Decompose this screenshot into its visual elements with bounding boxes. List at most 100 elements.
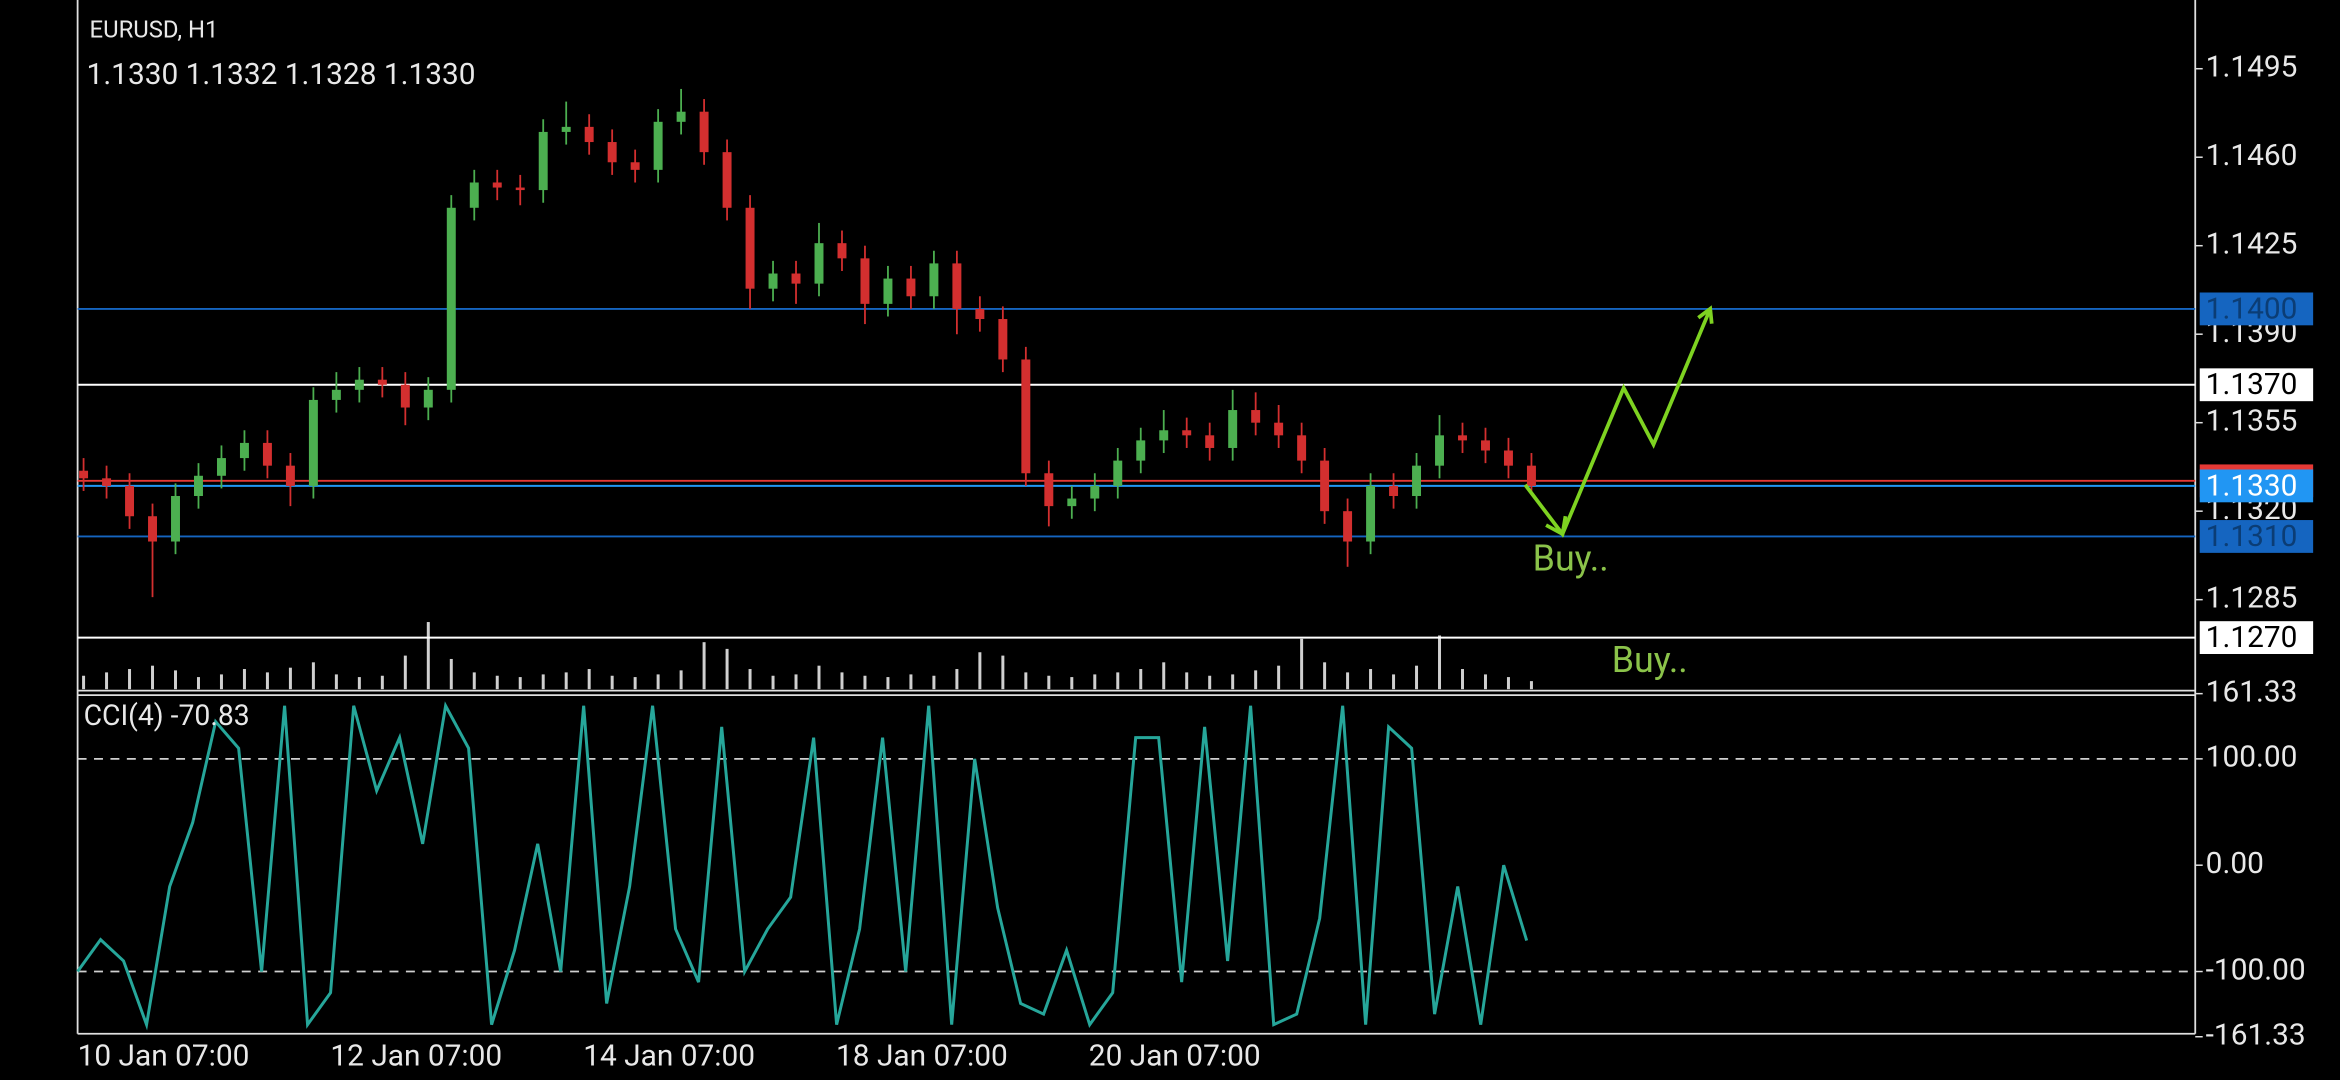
candle-body xyxy=(837,243,847,259)
plot-layer: 1.14951.14601.14251.13901.13551.13201.12… xyxy=(76,50,2314,1074)
volume-bar xyxy=(1392,674,1396,690)
volume-bar xyxy=(1277,665,1281,690)
candle-body xyxy=(1481,440,1490,451)
volume-bar xyxy=(1483,674,1487,690)
candle-body xyxy=(1136,440,1146,461)
candle-body xyxy=(400,384,410,408)
volume-bar xyxy=(564,672,568,690)
candle-body xyxy=(377,379,387,385)
volume-bar xyxy=(610,675,614,690)
candle-body xyxy=(216,458,226,476)
y-tick-label: 161.33 xyxy=(2206,675,2298,710)
volume-bar xyxy=(771,675,775,690)
candle-body xyxy=(308,399,318,486)
candle-body xyxy=(1343,511,1353,542)
candle-body xyxy=(1228,410,1238,448)
candle-body xyxy=(102,478,112,486)
volume-bar xyxy=(357,677,361,690)
volume-bar xyxy=(748,669,752,690)
volume-bar xyxy=(128,669,132,690)
candle-body xyxy=(1297,435,1307,461)
level-label: 1.1330 xyxy=(2206,468,2298,503)
annotation: Buy.. xyxy=(1612,639,1688,681)
y-tick-label: 100.00 xyxy=(2206,740,2298,775)
volume-bar xyxy=(794,674,798,690)
candle-body xyxy=(492,182,502,188)
ohlc-readout: 1.1330 1.1332 1.1328 1.1330 xyxy=(87,57,476,92)
candle-body xyxy=(469,182,479,208)
candle-body xyxy=(814,243,824,284)
volume-bar xyxy=(196,677,200,690)
candle-body xyxy=(171,496,180,542)
volume-bar xyxy=(656,674,660,690)
annotation: Buy.. xyxy=(1533,537,1609,579)
chart-title: EURUSD, H1 xyxy=(90,16,219,44)
indicator-line xyxy=(76,701,1529,1031)
level-label: 1.1270 xyxy=(2206,620,2298,655)
volume-bar xyxy=(105,672,109,690)
volume-bar xyxy=(541,674,545,690)
level-box xyxy=(2199,520,2314,553)
volume-bar xyxy=(955,669,959,690)
volume-bar xyxy=(817,665,821,690)
arrow-head xyxy=(1697,305,1714,324)
level-label: 1.1400 xyxy=(2206,291,2298,326)
candle-body xyxy=(1251,410,1261,423)
candle-body xyxy=(423,389,433,408)
candle-body xyxy=(1274,422,1284,436)
level-box xyxy=(2199,368,2314,402)
volume-bar xyxy=(702,642,706,690)
candle-body xyxy=(79,470,89,479)
volume-bar xyxy=(449,658,453,690)
volume-bar xyxy=(82,675,86,690)
candle-body xyxy=(1526,465,1536,486)
candle-body xyxy=(148,516,157,542)
level-box xyxy=(2199,469,2314,503)
candle-body xyxy=(262,442,272,466)
volume-bar xyxy=(1070,677,1074,690)
volume-bar xyxy=(174,670,177,690)
y-tick-label: 1.1355 xyxy=(2206,404,2298,439)
volume-bar xyxy=(219,674,223,690)
volume-bar xyxy=(242,669,246,690)
volume-bar xyxy=(1208,675,1212,690)
volume-bar xyxy=(288,667,292,690)
candle-body xyxy=(285,465,295,486)
volume-bar xyxy=(679,670,683,690)
arrow-path xyxy=(1523,308,1712,538)
volume-bar xyxy=(1024,672,1028,690)
candle-body xyxy=(1458,435,1467,441)
candle-body xyxy=(446,207,456,390)
candle-body xyxy=(768,273,778,289)
frame xyxy=(76,0,2197,1035)
candle-body xyxy=(607,142,617,163)
level-label: 1.1310 xyxy=(2206,519,2298,554)
volume-bar xyxy=(1438,635,1442,690)
x-tick-label: 18 Jan 07:00 xyxy=(836,1039,1008,1074)
y-tick-label: 0.00 xyxy=(2206,846,2264,881)
candle-body xyxy=(791,273,801,284)
candle-body xyxy=(354,379,364,390)
candle-body xyxy=(998,319,1008,360)
candle-body xyxy=(883,278,893,304)
candle-body xyxy=(676,111,686,122)
x-tick-label: 12 Jan 07:00 xyxy=(330,1039,502,1074)
candle-body xyxy=(584,126,594,143)
candle-body xyxy=(906,278,916,297)
candle-body xyxy=(538,131,548,191)
candle-body xyxy=(1159,430,1169,441)
volume-bar xyxy=(863,675,867,690)
candle-body xyxy=(239,442,249,459)
volume-bar xyxy=(1047,675,1051,690)
volume-bar xyxy=(1300,638,1304,690)
candle-body xyxy=(929,263,939,297)
x-tick-label: 14 Jan 07:00 xyxy=(583,1039,755,1074)
volume-bar xyxy=(633,677,637,690)
volume-bar xyxy=(1323,662,1327,690)
candle-body xyxy=(1503,450,1513,466)
arrow-head xyxy=(1545,515,1568,537)
volume-bar xyxy=(311,662,315,690)
